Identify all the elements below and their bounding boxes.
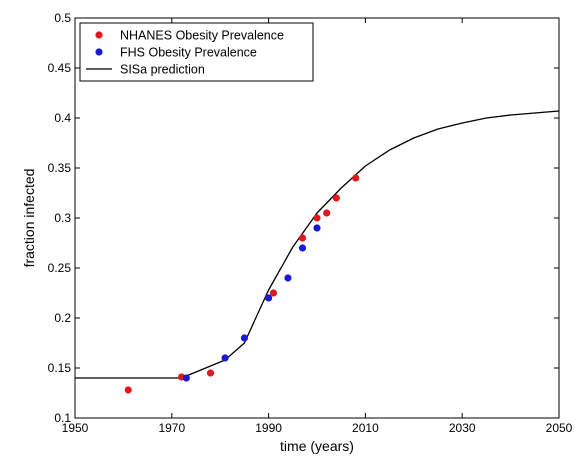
legend-label-sisa: SISa prediction: [120, 63, 205, 77]
x-tick-label: 1950: [62, 421, 89, 435]
legend-label-fhs: FHS Obesity Prevalence: [120, 46, 257, 60]
y-tick-label: 0.5: [54, 11, 71, 25]
legend-label-nhanes: NHANES Obesity Prevalence: [120, 29, 284, 43]
series-line-sisa: [75, 110, 560, 379]
legend-box: [79, 22, 314, 82]
axis-ticks: 1950 1970 1990 2010 2030 2050 0.1 0.15 0.2 0.25 0.…: [48, 11, 573, 435]
y-tick-label: 0.45: [48, 61, 72, 75]
legend-marker-nhanes: [95, 31, 103, 39]
x-axis-label: time (years): [280, 438, 354, 454]
nhanes-point: [332, 194, 340, 202]
line-layer: [75, 110, 560, 379]
points-layer: [124, 174, 360, 394]
y-tick-label: 0.35: [48, 161, 72, 175]
fhs-point: [298, 244, 307, 252]
nhanes-point: [352, 174, 360, 182]
x-tick-label: 1970: [158, 421, 185, 435]
fhs-point: [240, 334, 248, 342]
nhanes-point: [269, 289, 278, 297]
fhs-point: [265, 294, 273, 302]
fhs-point: [313, 224, 321, 232]
fhs-point: [284, 274, 292, 282]
x-tick-label: 2010: [352, 421, 379, 435]
nhanes-point: [206, 369, 215, 377]
y-tick-label: 0.1: [54, 411, 71, 425]
y-tick-label: 0.4: [54, 111, 71, 125]
nhanes-point: [124, 386, 132, 394]
y-tick-label: 0.25: [48, 261, 72, 275]
y-tick-label: 0.3: [54, 211, 71, 225]
fhs-point: [182, 374, 190, 382]
y-tick-label: 0.15: [48, 361, 72, 375]
legend-marker-fhs: [95, 48, 103, 56]
y-tick-label: 0.2: [54, 311, 71, 325]
x-tick-label: 2030: [449, 421, 476, 435]
fhs-point: [221, 354, 229, 362]
nhanes-point: [298, 234, 307, 242]
y-axis-label: fraction infected: [21, 169, 37, 268]
x-tick-label: 2050: [546, 421, 573, 435]
nhanes-point: [313, 214, 321, 222]
legend: NHANES Obesity Prevalence FHS Obesity Pr…: [79, 22, 314, 82]
x-tick-label: 1990: [255, 421, 282, 435]
nhanes-point: [323, 209, 331, 217]
